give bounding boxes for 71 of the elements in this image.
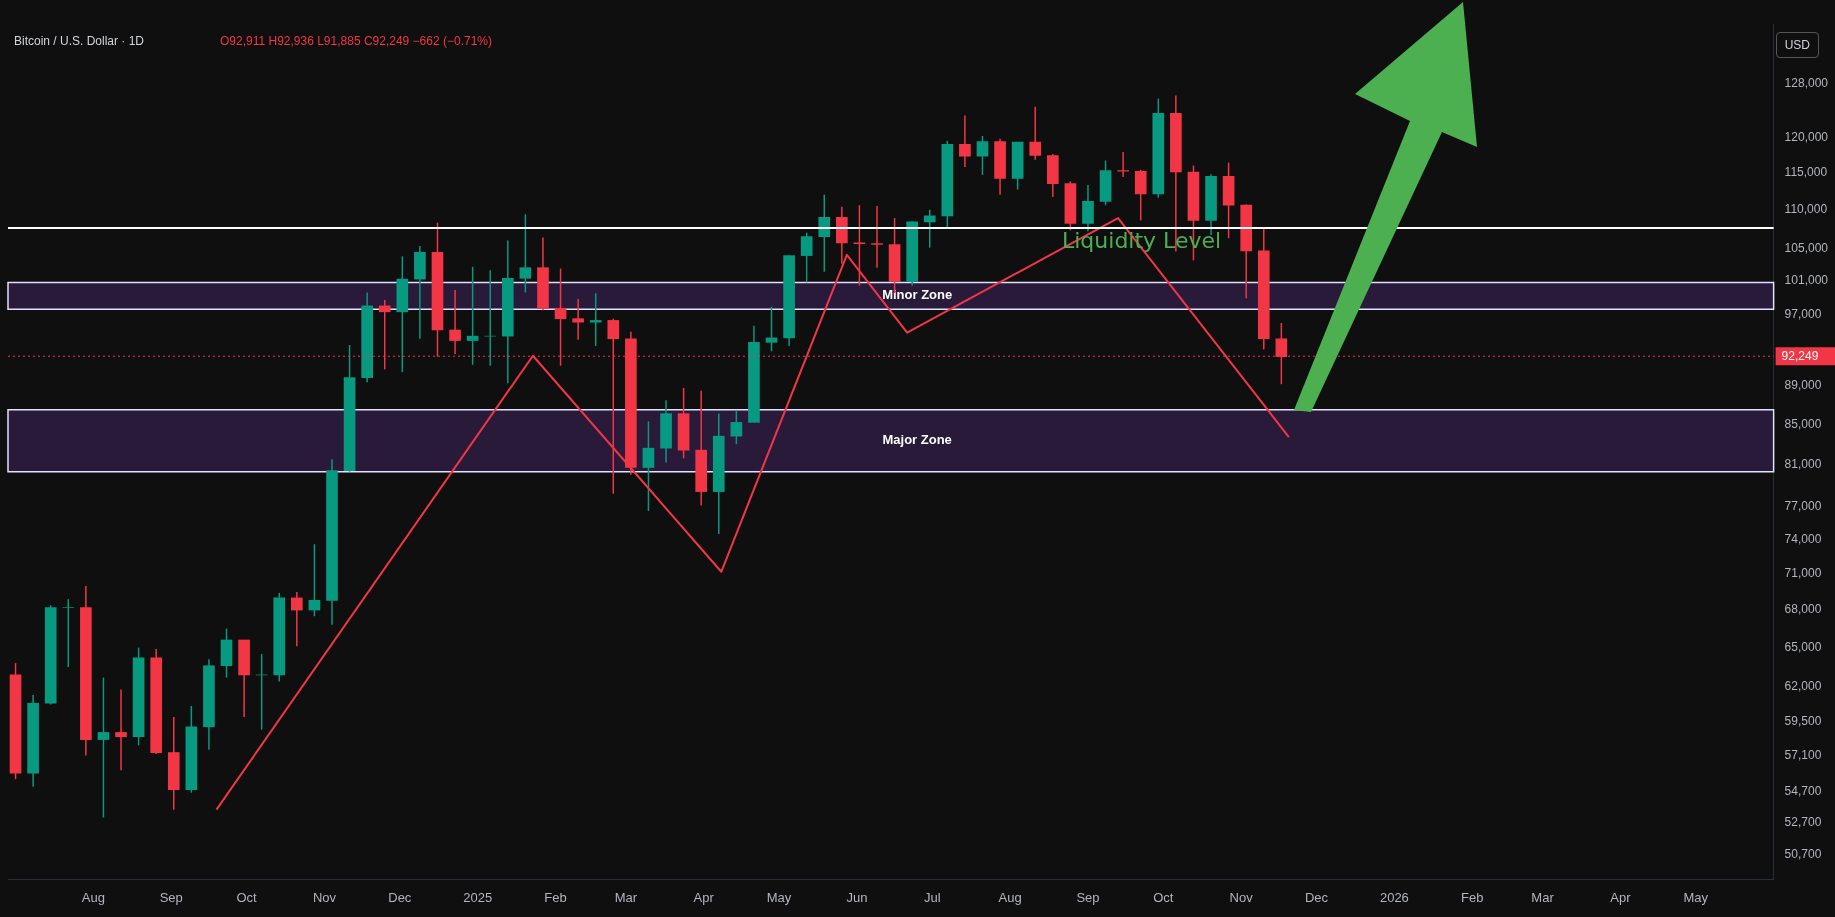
y-tick-label: 77,000 [1784,498,1822,513]
y-axis-title: USD [1775,32,1819,58]
candlestick [800,231,813,284]
x-tick-label: Mar [614,889,638,905]
y-tick-label: 120,000 [1784,129,1829,144]
candlestick [871,205,883,269]
y-tick-label: 71,000 [1784,566,1822,581]
y-tick-label: 97,000 [1784,306,1822,321]
y-tick-label: 128,000 [1784,75,1829,90]
x-tick-label: Nov [312,889,337,905]
y-tick-label: 74,000 [1784,531,1822,546]
candlestick [1082,184,1094,232]
candlestick [730,409,743,445]
x-tick-label: Oct [1153,889,1174,905]
candlestick [923,208,936,249]
x-tick-label: Mar [1531,889,1555,905]
candlestick [62,598,75,668]
x-tick-label: Jun [846,889,868,905]
x-tick-label: Sep [159,889,183,905]
candlestick [1117,151,1129,178]
candlestick [97,676,110,819]
candlestick [308,543,321,617]
y-tick-label: 105,000 [1784,240,1829,255]
candlestick [976,135,989,176]
y-tick-label: 101,000 [1784,273,1829,288]
y-tick-label: 54,700 [1784,783,1822,798]
y-tick-label: 50,700 [1784,846,1822,861]
y-tick-label: 57,100 [1784,747,1822,762]
candlestick [642,420,655,512]
candlestick [818,193,831,273]
x-tick-label: 2025 [463,889,493,905]
y-tick-label: 59,500 [1784,713,1822,728]
candlestick [959,114,971,168]
ref-line-label: 92,249 [1781,348,1819,363]
candlestick [449,289,461,355]
x-tick-label: Jul [923,889,941,905]
x-tick-label: Dec [388,889,412,905]
candlestick [519,213,532,294]
x-tick-label: Dec [1304,889,1329,905]
y-tick-label: 85,000 [1784,416,1822,431]
y-tick-label: 62,000 [1784,679,1822,694]
candlestick [1134,169,1147,222]
candlestick [466,266,479,366]
x-tick-label: Oct [236,889,258,905]
y-tick-label: 81,000 [1784,456,1822,471]
x-tick-label: Nov [1229,889,1254,905]
candlestick [765,305,778,352]
y-tick-label: 52,700 [1784,814,1822,829]
candlestick [572,298,584,341]
x-tick-label: May [1683,889,1709,905]
candlestick [1029,105,1042,161]
y-tick-label: 89,000 [1784,378,1822,393]
band-label: Minor Zone [882,287,953,303]
x-tick-label: May [766,889,792,905]
x-tick-label: Aug [998,889,1022,905]
band-label: Major Zone [882,432,952,448]
x-tick-label: Apr [693,889,715,905]
candlestick [291,591,303,648]
x-tick-label: Sep [1076,889,1100,905]
x-tick-label: 2026 [1379,889,1409,905]
x-tick-label: Feb [1461,889,1484,905]
y-tick-label: 65,000 [1784,639,1822,654]
y-tick-label: 68,000 [1784,602,1822,617]
x-tick-label: Feb [544,889,567,905]
x-tick-label: Apr [1610,889,1632,905]
y-tick-label: 115,000 [1784,165,1828,180]
x-tick-label: Aug [81,889,105,905]
y-tick-label: 110,000 [1784,202,1828,217]
candlestick [115,688,127,771]
text: O92,911 H92,936 L91,885 C92,249 −662 (−0.71%) [220,34,492,48]
text: Bitcoin / U.S. Dollar · 1D [14,34,145,48]
